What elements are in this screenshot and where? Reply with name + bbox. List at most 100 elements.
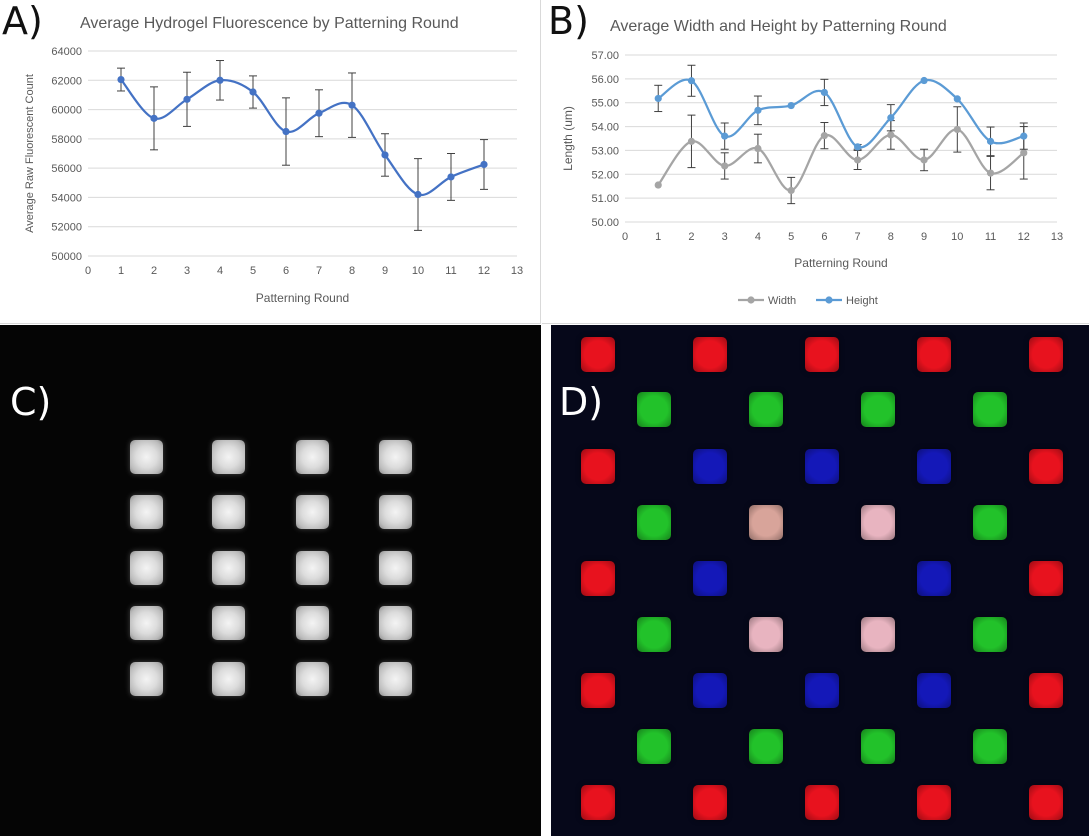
blue-hydrogel-square <box>917 561 951 596</box>
y-tick-label: 54.00 <box>591 122 619 134</box>
fluorescence-chart-svg: Average Hydrogel Fluorescence by Pattern… <box>24 15 523 305</box>
height-legend-label: Height <box>846 295 878 307</box>
x-tick-label: 13 <box>1051 231 1063 243</box>
red-hydrogel-square <box>1029 561 1063 596</box>
x-tick-label: 2 <box>688 231 694 243</box>
x-tick-label: 8 <box>888 231 894 243</box>
height-data-point <box>1020 132 1028 140</box>
red-hydrogel-square <box>581 785 615 820</box>
hydrogel-square <box>296 551 329 585</box>
y-tick-label: 50000 <box>51 251 82 263</box>
width-height-chart-svg: Average Width and Height by Patterning R… <box>561 18 1063 307</box>
hydrogel-square <box>379 440 412 474</box>
x-tick-label: 4 <box>755 231 761 243</box>
green-hydrogel-square <box>973 505 1007 540</box>
chart-title: Average Hydrogel Fluorescence by Pattern… <box>80 15 459 32</box>
width-legend-marker <box>747 296 755 304</box>
panel-a-fluorescence-chart: Average Hydrogel Fluorescence by Pattern… <box>0 0 541 324</box>
hydrogel-square <box>379 662 412 696</box>
x-tick-label: 9 <box>921 231 927 243</box>
y-tick-label: 57.00 <box>591 50 619 62</box>
hydrogel-square <box>130 440 163 474</box>
pink-hydrogel-square <box>861 617 895 652</box>
blue-hydrogel-square <box>917 673 951 708</box>
x-tick-label: 10 <box>412 265 424 277</box>
y-tick-label: 60000 <box>51 105 82 117</box>
x-tick-label: 6 <box>821 231 827 243</box>
y-tick-label: 52.00 <box>591 169 619 181</box>
height-data-point <box>986 137 995 145</box>
width-data-point <box>654 181 662 189</box>
fluorescence-data-point <box>282 127 290 136</box>
x-tick-label: 11 <box>985 231 996 243</box>
hydrogel-square <box>379 495 412 529</box>
red-hydrogel-square <box>581 561 615 596</box>
green-hydrogel-square <box>749 392 783 427</box>
green-hydrogel-square <box>637 729 671 764</box>
fluorescence-data-point <box>117 75 125 84</box>
blue-hydrogel-square <box>693 449 727 484</box>
width-data-point <box>820 132 828 140</box>
y-axis-label: Average Raw Fluorescent Count <box>24 74 36 233</box>
x-tick-label: 2 <box>151 265 157 277</box>
fluorescence-series-line <box>120 78 485 197</box>
height-legend-marker <box>825 296 833 304</box>
red-hydrogel-square <box>693 337 727 372</box>
red-hydrogel-square <box>693 785 727 820</box>
green-hydrogel-square <box>637 505 671 540</box>
y-tick-label: 51.00 <box>591 193 619 205</box>
red-hydrogel-square <box>917 785 951 820</box>
x-tick-label: 13 <box>511 265 523 277</box>
blue-hydrogel-square <box>917 449 951 484</box>
width-series-line <box>657 128 1025 192</box>
width-legend-label: Width <box>768 295 796 307</box>
x-tick-label: 7 <box>855 231 861 243</box>
panel-label-c: C) <box>10 380 52 424</box>
panel-c-hydrogel-grayscale-image: C) <box>0 325 541 836</box>
green-hydrogel-square <box>749 729 783 764</box>
x-tick-label: 9 <box>382 265 388 277</box>
x-axis-label: Patterning Round <box>256 291 349 305</box>
pink-hydrogel-square <box>861 505 895 540</box>
x-tick-label: 12 <box>1018 231 1030 243</box>
fluorescence-data-point <box>480 160 488 169</box>
y-tick-label: 64000 <box>51 46 82 58</box>
height-data-point <box>687 77 696 85</box>
hydrogel-square <box>212 662 245 696</box>
pink-hydrogel-square <box>749 617 783 652</box>
height-data-point <box>854 143 862 151</box>
x-tick-label: 1 <box>118 265 124 277</box>
blue-hydrogel-square <box>693 561 727 596</box>
hydrogel-square <box>212 606 245 640</box>
green-hydrogel-square <box>861 392 895 427</box>
hydrogel-square <box>130 495 163 529</box>
panel-d-multicolor-hydrogel-image: D) <box>551 325 1089 836</box>
fluorescence-data-point <box>315 109 323 117</box>
y-axis-label: Length (um) <box>561 106 575 171</box>
x-tick-label: 11 <box>445 265 456 277</box>
hydrogel-square <box>296 495 329 529</box>
x-tick-label: 7 <box>316 265 322 277</box>
blue-hydrogel-square <box>805 673 839 708</box>
y-tick-label: 50.00 <box>591 217 619 229</box>
hydrogel-square <box>379 606 412 640</box>
width-data-point <box>953 125 961 134</box>
fluorescence-data-point <box>381 151 389 159</box>
green-hydrogel-square <box>973 729 1007 764</box>
peach-hydrogel-square <box>749 505 783 540</box>
x-tick-label: 1 <box>655 231 661 243</box>
height-data-point <box>654 94 662 103</box>
width-data-point <box>721 162 729 170</box>
fluorescence-data-point <box>216 76 224 84</box>
fluorescence-data-point <box>183 95 191 103</box>
hydrogel-square <box>130 551 163 585</box>
x-tick-label: 6 <box>283 265 289 277</box>
hydrogel-square <box>212 551 245 585</box>
width-data-point <box>854 156 862 164</box>
red-hydrogel-square <box>581 673 615 708</box>
hydrogel-square <box>130 606 163 640</box>
height-data-point <box>754 106 762 114</box>
width-data-point <box>754 144 762 153</box>
width-data-point <box>986 169 995 177</box>
x-tick-label: 4 <box>217 265 223 277</box>
